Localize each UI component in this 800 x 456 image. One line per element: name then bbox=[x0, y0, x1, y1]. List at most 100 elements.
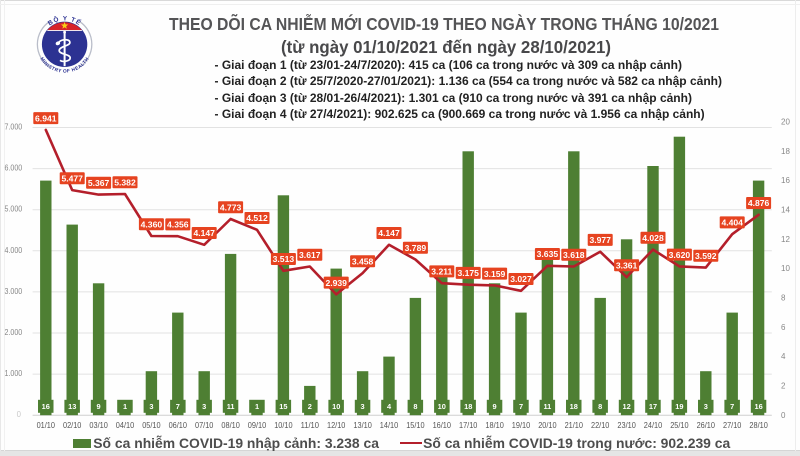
svg-text:20/10: 20/10 bbox=[538, 421, 557, 430]
svg-text:3.592: 3.592 bbox=[695, 251, 717, 261]
svg-text:6: 6 bbox=[781, 323, 786, 332]
svg-text:7: 7 bbox=[730, 402, 734, 411]
svg-text:18/10: 18/10 bbox=[485, 421, 504, 430]
svg-text:28/10: 28/10 bbox=[749, 421, 768, 430]
svg-text:3.159: 3.159 bbox=[484, 269, 506, 279]
svg-text:8: 8 bbox=[413, 402, 417, 411]
svg-text:08/10: 08/10 bbox=[221, 421, 240, 430]
svg-text:02/10: 02/10 bbox=[63, 421, 82, 430]
svg-text:3.977: 3.977 bbox=[589, 235, 611, 245]
svg-text:14/10: 14/10 bbox=[380, 421, 399, 430]
svg-text:4.512: 4.512 bbox=[246, 213, 268, 223]
svg-text:19/10: 19/10 bbox=[512, 421, 531, 430]
svg-text:9: 9 bbox=[97, 402, 101, 411]
svg-text:13: 13 bbox=[68, 402, 76, 411]
svg-text:5.367: 5.367 bbox=[88, 178, 110, 188]
svg-text:1: 1 bbox=[123, 402, 127, 411]
svg-text:3: 3 bbox=[149, 402, 153, 411]
svg-text:5.477: 5.477 bbox=[61, 174, 83, 184]
svg-text:3.513: 3.513 bbox=[273, 254, 295, 264]
svg-text:23/10: 23/10 bbox=[617, 421, 636, 430]
svg-text:03/10: 03/10 bbox=[89, 421, 108, 430]
svg-text:22/10: 22/10 bbox=[591, 421, 610, 430]
svg-text:4.147: 4.147 bbox=[378, 228, 400, 238]
svg-text:3.620: 3.620 bbox=[669, 250, 691, 260]
svg-text:16: 16 bbox=[754, 402, 762, 411]
svg-text:2: 2 bbox=[308, 402, 312, 411]
svg-text:4.360: 4.360 bbox=[141, 219, 163, 229]
svg-text:16/10: 16/10 bbox=[433, 421, 452, 430]
svg-text:3.000: 3.000 bbox=[5, 287, 23, 296]
svg-text:18: 18 bbox=[781, 147, 790, 156]
svg-text:3.211: 3.211 bbox=[431, 267, 452, 277]
svg-text:11: 11 bbox=[227, 402, 235, 411]
svg-text:1.000: 1.000 bbox=[5, 369, 23, 378]
svg-text:3.789: 3.789 bbox=[405, 243, 427, 253]
svg-text:16: 16 bbox=[781, 176, 790, 185]
svg-text:0: 0 bbox=[781, 411, 786, 420]
svg-text:BỘ Y TẾ: BỘ Y TẾ bbox=[47, 14, 84, 27]
svg-text:07/10: 07/10 bbox=[195, 421, 214, 430]
svg-text:5.000: 5.000 bbox=[5, 205, 23, 214]
svg-text:06/10: 06/10 bbox=[169, 421, 188, 430]
svg-text:3.361: 3.361 bbox=[616, 261, 638, 271]
svg-text:12: 12 bbox=[781, 235, 790, 244]
svg-text:3.458: 3.458 bbox=[352, 257, 374, 267]
svg-text:04/10: 04/10 bbox=[116, 421, 135, 430]
svg-text:4.000: 4.000 bbox=[5, 246, 23, 255]
svg-text:3.635: 3.635 bbox=[537, 249, 559, 259]
svg-text:9: 9 bbox=[493, 402, 497, 411]
svg-text:09/10: 09/10 bbox=[248, 421, 267, 430]
svg-text:17/10: 17/10 bbox=[459, 421, 478, 430]
svg-text:3.027: 3.027 bbox=[510, 274, 532, 284]
svg-text:12: 12 bbox=[622, 402, 630, 411]
svg-text:21/10: 21/10 bbox=[565, 421, 584, 430]
svg-text:10: 10 bbox=[438, 402, 446, 411]
svg-text:25/10: 25/10 bbox=[670, 421, 689, 430]
svg-text:4.356: 4.356 bbox=[167, 220, 189, 230]
svg-text:10/10: 10/10 bbox=[274, 421, 293, 430]
svg-text:15: 15 bbox=[279, 402, 287, 411]
svg-text:4.147: 4.147 bbox=[193, 228, 215, 238]
svg-text:16: 16 bbox=[42, 402, 50, 411]
svg-text:12/10: 12/10 bbox=[327, 421, 346, 430]
svg-text:10: 10 bbox=[332, 402, 340, 411]
svg-text:18: 18 bbox=[464, 402, 472, 411]
svg-text:10: 10 bbox=[781, 264, 790, 273]
svg-text:11/10: 11/10 bbox=[301, 421, 320, 430]
svg-text:3: 3 bbox=[202, 402, 206, 411]
svg-text:05/10: 05/10 bbox=[142, 421, 161, 430]
svg-text:1: 1 bbox=[255, 402, 259, 411]
svg-text:7: 7 bbox=[519, 402, 523, 411]
svg-text:26/10: 26/10 bbox=[697, 421, 716, 430]
svg-text:20: 20 bbox=[781, 118, 790, 127]
svg-text:8: 8 bbox=[781, 294, 786, 303]
svg-text:15/10: 15/10 bbox=[406, 421, 425, 430]
svg-text:4: 4 bbox=[387, 402, 392, 411]
svg-text:19: 19 bbox=[675, 402, 683, 411]
svg-text:5.382: 5.382 bbox=[114, 177, 136, 187]
svg-text:4: 4 bbox=[781, 352, 786, 361]
svg-text:4.773: 4.773 bbox=[220, 202, 242, 212]
svg-text:8: 8 bbox=[598, 402, 602, 411]
svg-text:01/10: 01/10 bbox=[37, 421, 56, 430]
svg-text:13/10: 13/10 bbox=[353, 421, 372, 430]
svg-text:11: 11 bbox=[543, 402, 551, 411]
svg-text:2.000: 2.000 bbox=[5, 328, 23, 337]
svg-text:3: 3 bbox=[361, 402, 365, 411]
svg-text:14: 14 bbox=[781, 206, 790, 215]
svg-text:24/10: 24/10 bbox=[644, 421, 663, 430]
svg-text:2.939: 2.939 bbox=[325, 278, 347, 288]
svg-text:4.404: 4.404 bbox=[721, 218, 743, 228]
svg-text:3.175: 3.175 bbox=[457, 268, 479, 278]
svg-text:3: 3 bbox=[704, 402, 708, 411]
svg-text:7.000: 7.000 bbox=[5, 123, 23, 132]
svg-text:2: 2 bbox=[781, 382, 786, 391]
svg-text:6.941: 6.941 bbox=[35, 113, 57, 123]
svg-text:0: 0 bbox=[17, 410, 22, 419]
svg-text:18: 18 bbox=[570, 402, 578, 411]
svg-text:6.000: 6.000 bbox=[5, 164, 23, 173]
svg-text:17: 17 bbox=[649, 402, 657, 411]
svg-text:3.617: 3.617 bbox=[299, 250, 321, 260]
svg-text:4.028: 4.028 bbox=[642, 233, 664, 243]
